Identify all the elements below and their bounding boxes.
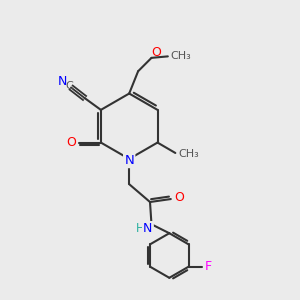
Text: F: F — [205, 260, 212, 273]
Text: O: O — [66, 136, 76, 149]
Text: N: N — [58, 74, 68, 88]
Text: N: N — [124, 154, 134, 167]
Text: N: N — [143, 222, 153, 235]
Text: O: O — [174, 191, 184, 204]
Text: CH₃: CH₃ — [170, 51, 191, 61]
Text: CH₃: CH₃ — [178, 149, 199, 160]
Text: C: C — [66, 81, 74, 91]
Text: O: O — [151, 46, 161, 59]
Text: H: H — [136, 222, 145, 235]
